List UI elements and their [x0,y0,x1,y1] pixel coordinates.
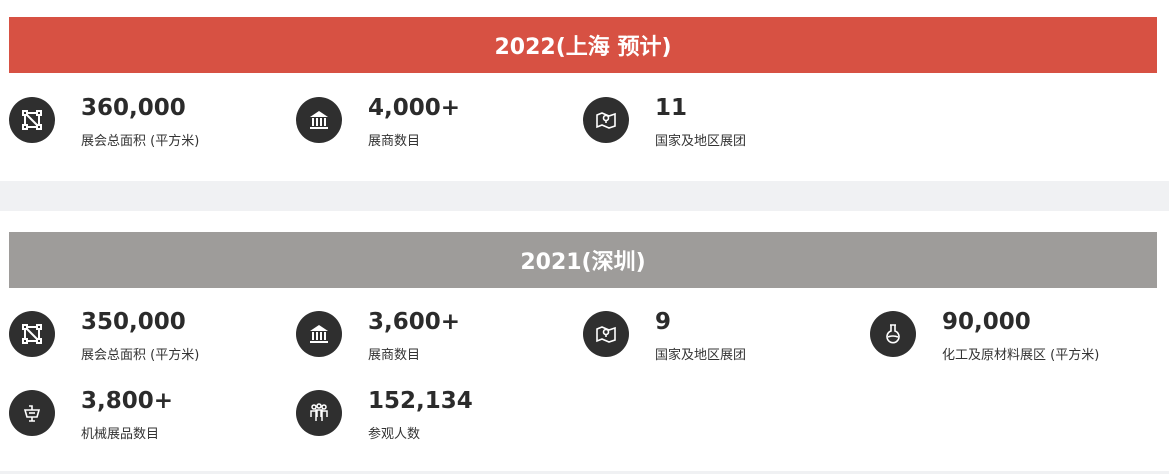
people-icon [296,390,342,436]
stat-label: 国家及地区展团 [655,134,747,149]
flask-icon [870,311,916,357]
stat-value: 90,000 [942,309,1031,335]
stat-exhibitors: 3,600+ 展商数目 [296,309,576,363]
section-title-bar: 2022(上海 预计) [9,17,1157,73]
stat-area: 350,000 展会总面积 (平方米) [9,309,289,363]
stat-value: 152,134 [368,388,473,414]
stat-visitors: 152,134 参观人数 [296,388,576,442]
section-title-bar: 2021(深圳) [9,232,1157,288]
section-2022: 2022(上海 预计) 360,000 展会总面积 (平方米) 4,000+ 展… [0,0,1169,181]
building-icon [296,311,342,357]
stat-label: 展商数目 [368,348,421,363]
stat-label: 化工及原材料展区 (平方米) [942,348,1100,363]
stat-label: 机械展品数目 [81,427,160,442]
building-icon [296,97,342,143]
section-2021: 2021(深圳) 350,000 展会总面积 (平方米) 3,600+ 展商数目… [0,211,1169,471]
map-icon [583,311,629,357]
stat-label: 展会总面积 (平方米) [81,134,200,149]
stat-chemical-area: 90,000 化工及原材料展区 (平方米) [870,309,1150,363]
stat-machines: 3,800+ 机械展品数目 [9,388,289,442]
map-icon [583,97,629,143]
area-icon [9,311,55,357]
stat-label: 展商数目 [368,134,421,149]
stat-label: 参观人数 [368,427,421,442]
machine-icon [9,390,55,436]
stat-value: 9 [655,309,672,335]
stat-value: 360,000 [81,95,186,121]
stat-area: 360,000 展会总面积 (平方米) [9,95,289,149]
area-icon [9,97,55,143]
stat-value: 350,000 [81,309,186,335]
stat-value: 4,000+ [368,95,461,121]
stat-countries: 9 国家及地区展团 [583,309,863,363]
stat-countries: 11 国家及地区展团 [583,95,863,149]
stat-value: 11 [655,95,688,121]
stat-exhibitors: 4,000+ 展商数目 [296,95,576,149]
stat-value: 3,800+ [81,388,174,414]
stat-label: 国家及地区展团 [655,348,747,363]
stat-label: 展会总面积 (平方米) [81,348,200,363]
stat-value: 3,600+ [368,309,461,335]
